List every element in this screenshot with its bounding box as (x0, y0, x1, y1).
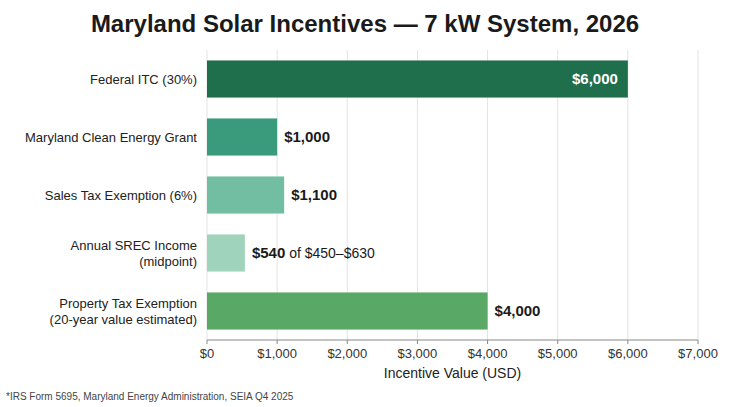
tick-mark (417, 340, 418, 344)
data-label-main: $540 (252, 244, 285, 261)
background (0, 0, 730, 407)
footnote: *IRS Form 5695, Maryland Energy Administ… (6, 391, 294, 402)
category-label: Maryland Clean Energy Grant (25, 130, 197, 145)
data-label-rest: of $450–$630 (285, 245, 375, 261)
bar (207, 292, 488, 329)
tick-label: $1,000 (257, 346, 297, 361)
tick-mark (557, 340, 558, 344)
category-label: Annual SREC Income(midpoint) (71, 238, 197, 269)
category-label-line: (midpoint) (139, 254, 197, 269)
tick-label: $2,000 (327, 346, 367, 361)
bar (207, 118, 277, 155)
tick-label: $3,000 (398, 346, 438, 361)
data-label: $1,000 (284, 128, 330, 145)
category-label: Sales Tax Exemption (6%) (45, 188, 197, 203)
tick-label: $4,000 (468, 346, 508, 361)
category-label-line: Maryland Clean Energy Grant (25, 130, 197, 145)
data-label: $1,100 (291, 186, 337, 203)
x-axis-line (207, 340, 698, 341)
tick-mark (627, 340, 628, 344)
tick-label: $6,000 (608, 346, 648, 361)
grid (207, 50, 698, 340)
data-label: $6,000 (572, 70, 618, 87)
bars (207, 60, 628, 329)
title: Maryland Solar Incentives — 7 kW System,… (91, 10, 639, 37)
tick-mark (207, 340, 208, 344)
labels: Federal ITC (30%) $6,000 Maryland Clean En… (25, 70, 618, 327)
x-axis-title: Incentive Value (USD) (384, 365, 521, 381)
category-label-line: Annual SREC Income (71, 238, 197, 253)
data-label: $4,000 (495, 302, 541, 319)
data-label: $540 of $450–$630 (252, 244, 375, 261)
tick-label: $7,000 (678, 346, 718, 361)
bar (207, 60, 628, 97)
bar (207, 234, 245, 271)
tick-mark (487, 340, 488, 344)
tick-mark (277, 340, 278, 344)
category-label-line: Federal ITC (30%) (90, 72, 197, 87)
grid-line (698, 50, 699, 340)
tick-label: $0 (200, 346, 214, 361)
tick-label: $5,000 (538, 346, 578, 361)
tick-mark (698, 340, 699, 344)
chart-root: Maryland Solar Incentives — 7 kW System,… (0, 0, 730, 407)
category-label: Property Tax Exemption(20-year value est… (50, 296, 197, 327)
category-label: Federal ITC (30%) (90, 72, 197, 87)
bar (207, 176, 284, 213)
tick-mark (347, 340, 348, 344)
category-label-line: Property Tax Exemption (59, 296, 197, 311)
category-label-line: Sales Tax Exemption (6%) (45, 188, 197, 203)
category-label-line: (20-year value estimated) (50, 312, 197, 327)
